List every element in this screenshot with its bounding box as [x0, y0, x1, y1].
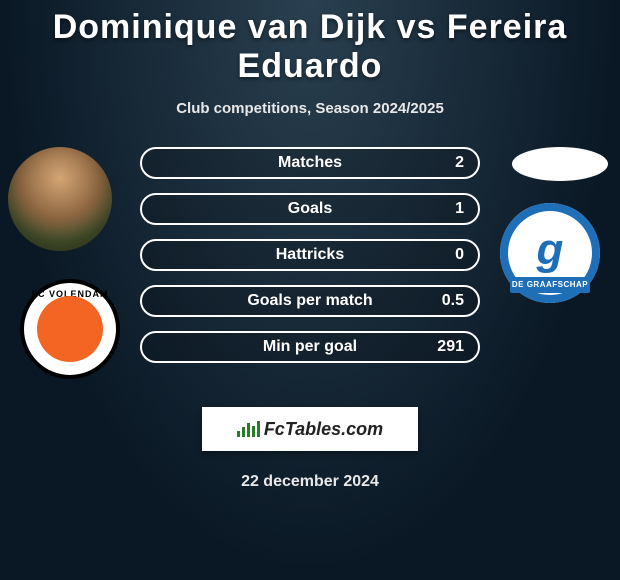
stat-label: Min per goal	[263, 338, 357, 356]
page-title: Dominique van Dijk vs Fereira Eduardo	[0, 0, 620, 86]
stat-value: 1	[455, 200, 464, 218]
stat-row: Min per goal 291	[140, 331, 480, 363]
stat-row: Hattricks 0	[140, 239, 480, 271]
stats-list: Matches 2 Goals 1 Hattricks 0 Goals per match 0…	[140, 147, 480, 377]
stat-row: Goals per match 0.5	[140, 285, 480, 317]
stat-row: Matches 2	[140, 147, 480, 179]
stat-value: 291	[437, 338, 464, 356]
stat-row: Goals 1	[140, 193, 480, 225]
stat-value: 0.5	[442, 292, 464, 310]
player-left-avatar	[8, 147, 112, 251]
stat-label: Goals per match	[247, 292, 372, 310]
club-badge-left: FC VOLENDAM	[20, 279, 120, 379]
page-subtitle: Club competitions, Season 2024/2025	[0, 100, 620, 117]
graafschap-label: DE GRAAFSCHAP	[510, 277, 590, 293]
comparison-content: FC VOLENDAM g DE GRAAFSCHAP Matches 2 Goal…	[0, 147, 620, 407]
date-text: 22 december 2024	[0, 473, 620, 491]
brand-box: FcTables.com	[202, 407, 418, 451]
stat-value: 2	[455, 154, 464, 172]
stat-label: Goals	[288, 200, 332, 218]
stat-value: 0	[455, 246, 464, 264]
volendam-badge: FC VOLENDAM	[20, 279, 120, 379]
stat-label: Matches	[278, 154, 342, 172]
chart-bars-icon	[237, 421, 260, 437]
volendam-badge-inner	[37, 296, 103, 362]
stat-label: Hattricks	[276, 246, 344, 264]
club-badge-right: g DE GRAAFSCHAP	[500, 203, 600, 303]
player-right-placeholder	[512, 147, 608, 181]
brand-text: FcTables.com	[264, 419, 383, 440]
graafschap-badge: g DE GRAAFSCHAP	[500, 203, 600, 303]
